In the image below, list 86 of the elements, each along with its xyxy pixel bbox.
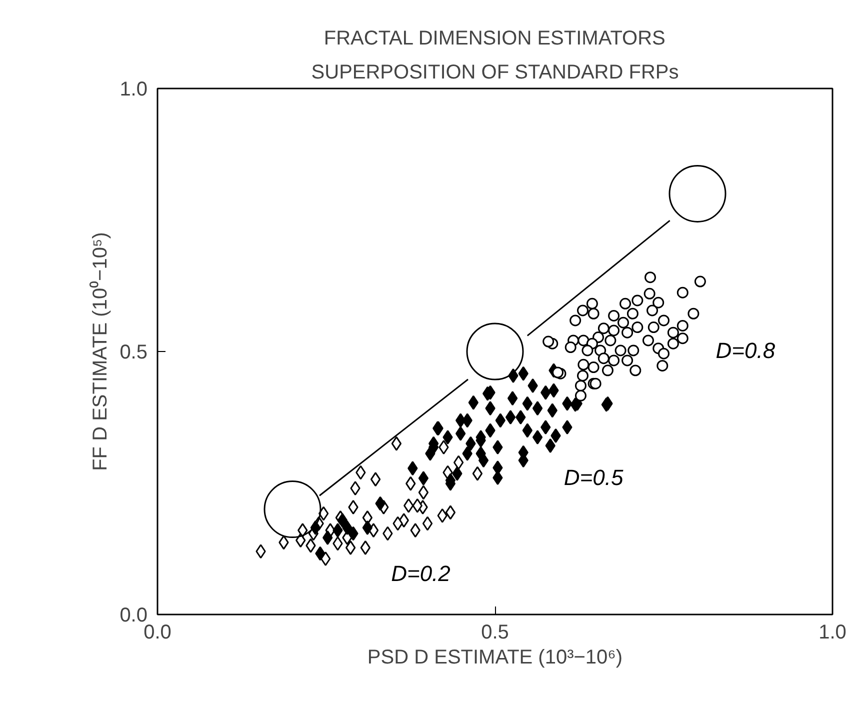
- point: [608, 310, 620, 322]
- chart-subtitle: SUPERPOSITION OF STANDARD FRPs: [311, 62, 679, 84]
- point: [644, 272, 656, 284]
- point: [622, 326, 634, 338]
- point: [422, 516, 433, 531]
- point: [656, 360, 668, 372]
- point: [306, 538, 316, 553]
- y-tick-label: 0.5: [120, 342, 148, 364]
- point: [256, 544, 266, 559]
- point: [370, 472, 381, 487]
- point: [588, 308, 600, 320]
- point: [598, 352, 610, 364]
- point: [646, 304, 658, 316]
- point: [620, 298, 632, 310]
- point: [552, 366, 564, 378]
- point: [608, 324, 620, 336]
- point: [688, 308, 700, 320]
- point: [418, 485, 429, 500]
- point: [356, 465, 366, 480]
- point: [392, 516, 403, 531]
- point: [598, 322, 610, 334]
- point: [632, 322, 644, 334]
- point: [676, 286, 688, 298]
- point: [296, 533, 306, 548]
- point: [586, 298, 598, 310]
- point: [658, 314, 670, 326]
- point: [577, 304, 588, 316]
- point: [406, 476, 416, 491]
- point: [658, 348, 670, 360]
- point: [632, 294, 644, 306]
- point: [410, 523, 420, 538]
- point: [667, 338, 679, 350]
- point: [350, 481, 360, 496]
- point: [588, 362, 600, 374]
- point: [667, 326, 679, 338]
- point: [608, 354, 620, 366]
- point: [453, 455, 464, 470]
- point: [694, 276, 706, 288]
- point: [320, 551, 331, 566]
- point: [404, 498, 414, 513]
- point: [648, 322, 660, 334]
- point: [644, 288, 656, 300]
- point: [676, 332, 688, 344]
- point: [564, 342, 576, 354]
- point: [318, 506, 329, 521]
- point: [438, 440, 449, 454]
- point: [628, 344, 640, 356]
- point: [577, 370, 588, 382]
- point: [570, 314, 582, 326]
- point: [630, 364, 642, 376]
- point: [582, 344, 594, 356]
- point: [360, 540, 370, 555]
- annotation: D=0.8: [716, 338, 776, 363]
- y-axis-title: FF D ESTIMATE (10⁰−10⁵): [88, 232, 112, 471]
- point: [622, 354, 634, 366]
- point: [602, 364, 614, 376]
- point: [578, 334, 590, 346]
- point: [652, 296, 664, 308]
- point: [472, 466, 483, 481]
- point: [574, 390, 586, 402]
- x-tick-label: 0.5: [481, 622, 509, 644]
- chart-title: FRACTAL DIMENSION ESTIMATORS: [324, 28, 666, 50]
- point: [348, 500, 358, 514]
- point: [642, 334, 654, 346]
- point: [578, 358, 590, 370]
- point: [345, 540, 356, 555]
- x-tick-label: 0.0: [144, 622, 172, 644]
- point: [437, 508, 448, 523]
- point: [604, 334, 616, 346]
- point: [382, 526, 393, 541]
- point: [618, 316, 629, 328]
- point: [391, 436, 402, 451]
- point: [676, 320, 688, 332]
- point: [614, 344, 626, 356]
- point: [412, 498, 422, 513]
- annotation: D=0.5: [564, 465, 624, 490]
- point: [626, 308, 638, 320]
- y-tick-label: 1.0: [120, 78, 148, 100]
- point: [445, 505, 456, 520]
- x-axis-title: PSD D ESTIMATE (10³−10⁶): [367, 646, 623, 668]
- x-tick-label: 1.0: [818, 622, 846, 644]
- point: [332, 536, 343, 551]
- point: [278, 535, 289, 550]
- annotation: D=0.2: [391, 560, 450, 586]
- point: [574, 380, 586, 392]
- point: [542, 336, 554, 348]
